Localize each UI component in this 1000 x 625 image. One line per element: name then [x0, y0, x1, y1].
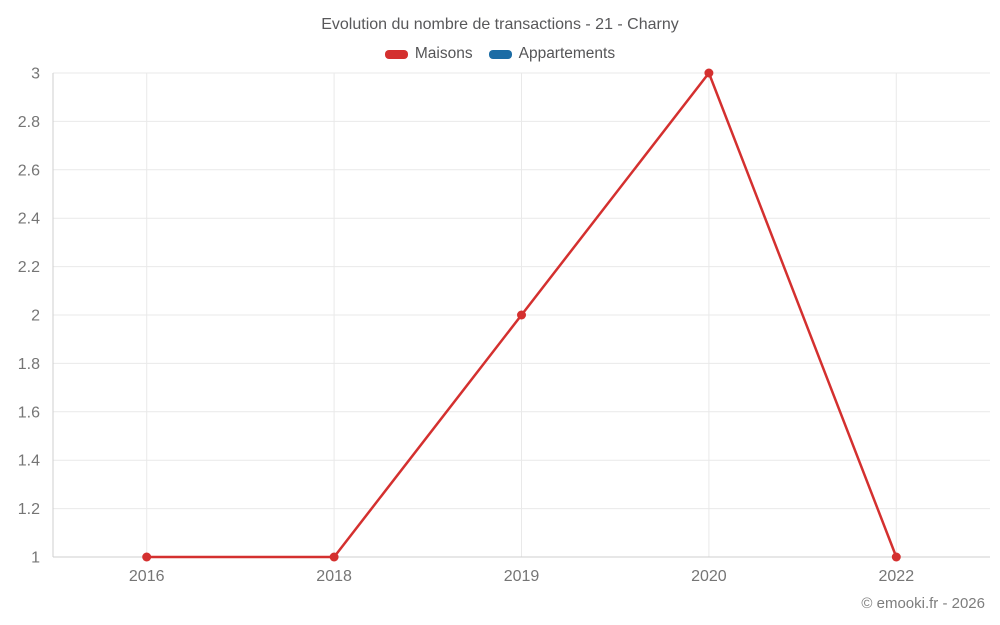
y-axis-tick-label: 1.8 — [18, 356, 40, 373]
legend-label-appartements: Appartements — [518, 45, 616, 62]
y-axis-tick-labels: 1 1.2 1.4 1.6 1.8 2 2.2 2.4 2.6 2.8 3 — [18, 66, 40, 567]
data-point-maisons-2020[interactable] — [704, 68, 714, 78]
copyright-footer: © emooki.fr - 2026 — [861, 595, 985, 612]
y-axis-tick-label: 2.2 — [18, 259, 40, 276]
data-point-maisons-2016[interactable] — [142, 552, 152, 562]
x-axis-tick-label: 2020 — [691, 568, 727, 585]
y-axis-tick-label: 2 — [31, 308, 40, 325]
y-axis-tick-label: 2.8 — [18, 114, 40, 131]
y-axis-tick-label: 1 — [31, 550, 40, 567]
data-point-maisons-2019[interactable] — [517, 310, 526, 320]
data-point-maisons-2022[interactable] — [891, 552, 901, 562]
x-axis-tick-label: 2016 — [129, 568, 165, 585]
y-axis-tick-label: 2.4 — [18, 211, 40, 228]
y-axis-tick-label: 3 — [31, 66, 40, 83]
chart-title: Evolution du nombre de transactions - 21… — [321, 16, 679, 33]
y-axis-tick-label: 1.6 — [18, 404, 40, 421]
chart-legend: Maisons Appartements — [0, 45, 1000, 63]
legend-label-maisons: Maisons — [414, 45, 473, 62]
legend-item-maisons[interactable]: Maisons — [384, 45, 473, 63]
y-axis-tick-label: 1.4 — [18, 453, 40, 470]
x-axis-tick-label: 2018 — [316, 568, 352, 585]
maisons-legend-swatch-icon — [384, 49, 408, 59]
y-axis-tick-label: 2.6 — [18, 162, 40, 179]
x-axis-tick-label: 2022 — [879, 568, 915, 585]
appartements-legend-swatch-icon — [488, 49, 512, 59]
data-point-maisons-2018[interactable] — [329, 552, 339, 562]
x-axis-tick-label: 2019 — [504, 568, 540, 585]
y-axis-tick-label: 1.2 — [18, 501, 40, 518]
legend-item-appartements[interactable]: Appartements — [488, 45, 616, 63]
x-axis-tick-labels: 2016 2018 2019 2020 2022 — [129, 568, 914, 585]
series-maisons — [142, 68, 901, 562]
